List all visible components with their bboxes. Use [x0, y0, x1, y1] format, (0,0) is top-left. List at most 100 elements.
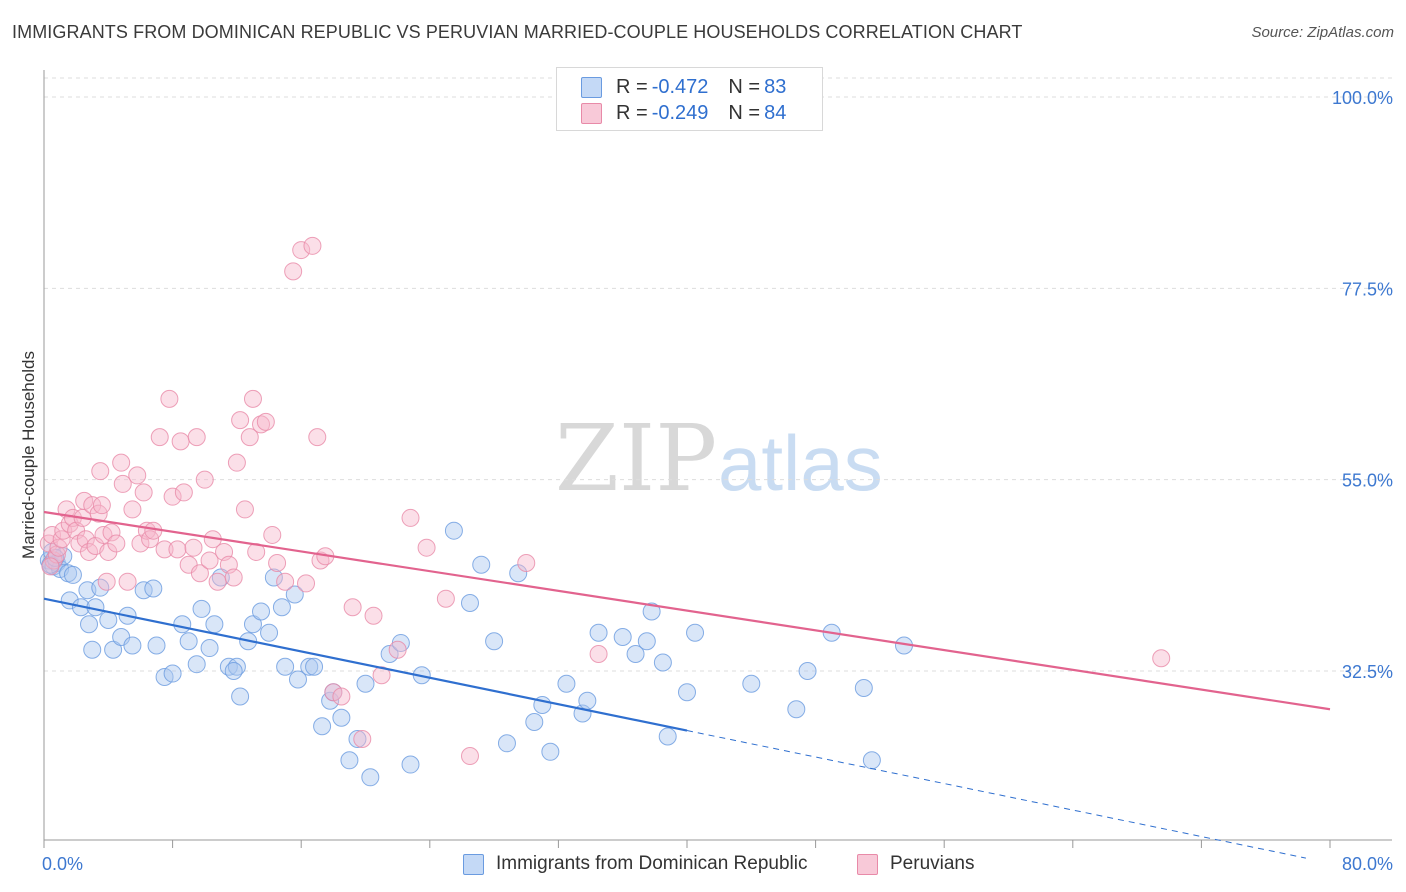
trend-line-dominican [43, 597, 688, 732]
point [436, 589, 455, 608]
point [517, 554, 536, 573]
point [324, 683, 343, 702]
point [252, 415, 271, 434]
point [292, 241, 311, 260]
n-label: N = [728, 75, 761, 98]
point [123, 636, 142, 655]
point [444, 521, 463, 540]
point [380, 644, 399, 663]
point [187, 655, 206, 674]
n-label: N = [728, 101, 761, 124]
point [41, 557, 60, 576]
axes [43, 70, 1392, 848]
legend-swatch-blue [581, 76, 602, 98]
point [361, 768, 380, 787]
watermark-atlas: atlas [718, 419, 883, 507]
point [208, 572, 227, 591]
point [112, 453, 131, 472]
point [263, 525, 282, 544]
point [637, 632, 656, 651]
point [284, 262, 303, 281]
x-tick-label-max: 80.0% [1342, 854, 1393, 874]
r-label: R = [616, 101, 648, 124]
point [497, 734, 516, 753]
point [364, 606, 383, 625]
point [658, 727, 677, 746]
point [557, 674, 576, 693]
point [388, 640, 407, 659]
point [340, 751, 359, 770]
point [348, 730, 367, 749]
point [589, 644, 608, 663]
point [235, 500, 254, 519]
r-label: R = [616, 75, 648, 98]
point [460, 593, 479, 612]
watermark-zip: ZIP [555, 405, 717, 512]
point [472, 555, 491, 574]
point [260, 623, 279, 642]
legend-swatch-blue [463, 853, 484, 875]
point [224, 568, 243, 587]
grid-lines [44, 77, 1392, 672]
point [653, 653, 672, 672]
legend-swatch-pink [857, 853, 878, 875]
point [578, 691, 597, 710]
point [160, 389, 179, 408]
point [276, 657, 295, 676]
stats-legend: R = -0.472 N = 83 R = -0.249 N = 84 [556, 67, 823, 131]
point [128, 466, 147, 485]
point [80, 615, 99, 634]
point [264, 568, 283, 587]
point [243, 389, 262, 408]
r-value: -0.472 [651, 75, 709, 98]
point [224, 662, 243, 680]
point [256, 412, 275, 431]
point [268, 554, 287, 573]
point [134, 483, 153, 502]
point [356, 674, 375, 693]
point [118, 572, 137, 591]
stats-legend-row-dominican: R = -0.472 N = 83 [581, 75, 786, 99]
point [187, 428, 206, 447]
point [144, 579, 163, 598]
point [305, 657, 324, 676]
point [155, 540, 174, 559]
point [288, 670, 307, 689]
point [303, 236, 322, 255]
trend-line-peruvian [43, 510, 1331, 711]
series-dominican-points [39, 521, 914, 787]
point [163, 664, 182, 683]
point [626, 644, 645, 663]
stats-legend-row-peruvian: R = -0.249 N = 84 [581, 101, 786, 125]
point [343, 598, 362, 617]
point [297, 574, 316, 593]
chart-title: IMMIGRANTS FROM DOMINICAN REPUBLIC VS PE… [12, 22, 1023, 42]
point [417, 538, 436, 557]
point [787, 700, 806, 719]
point [195, 470, 214, 489]
point [192, 599, 211, 618]
point [123, 500, 142, 519]
point [678, 683, 696, 702]
point [332, 708, 351, 727]
point [313, 717, 332, 736]
point [171, 432, 190, 451]
point [173, 615, 192, 634]
point [179, 632, 198, 651]
series-peruvian-points [39, 236, 1171, 766]
bottom-legend-item-dominican: Immigrants from Dominican Republic [463, 851, 808, 877]
point [353, 730, 372, 749]
point [401, 755, 420, 774]
point [83, 640, 102, 659]
point [184, 538, 203, 557]
point [541, 742, 560, 761]
point [642, 602, 661, 621]
point [92, 496, 111, 515]
point [150, 428, 169, 447]
point [91, 462, 110, 481]
point [113, 474, 132, 493]
point [401, 508, 420, 527]
y-tick-label: 55.0% [1342, 471, 1393, 491]
watermark: ZIP atlas [555, 405, 883, 512]
